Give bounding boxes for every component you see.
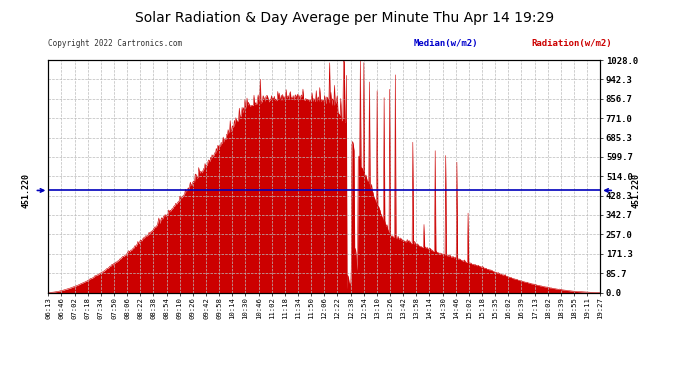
Text: Radiation(w/m2): Radiation(w/m2) <box>531 39 612 48</box>
Text: Median(w/m2): Median(w/m2) <box>414 39 478 48</box>
Text: Copyright 2022 Cartronics.com: Copyright 2022 Cartronics.com <box>48 39 182 48</box>
Text: 451.220: 451.220 <box>21 173 31 208</box>
Text: Solar Radiation & Day Average per Minute Thu Apr 14 19:29: Solar Radiation & Day Average per Minute… <box>135 11 555 25</box>
Text: 451.220: 451.220 <box>631 173 641 208</box>
